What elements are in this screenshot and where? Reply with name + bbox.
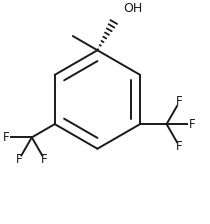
- Text: F: F: [189, 118, 196, 131]
- Text: F: F: [176, 140, 183, 153]
- Text: F: F: [16, 153, 22, 166]
- Text: F: F: [3, 131, 9, 144]
- Text: F: F: [41, 153, 48, 166]
- Text: F: F: [176, 95, 183, 108]
- Text: OH: OH: [123, 2, 142, 15]
